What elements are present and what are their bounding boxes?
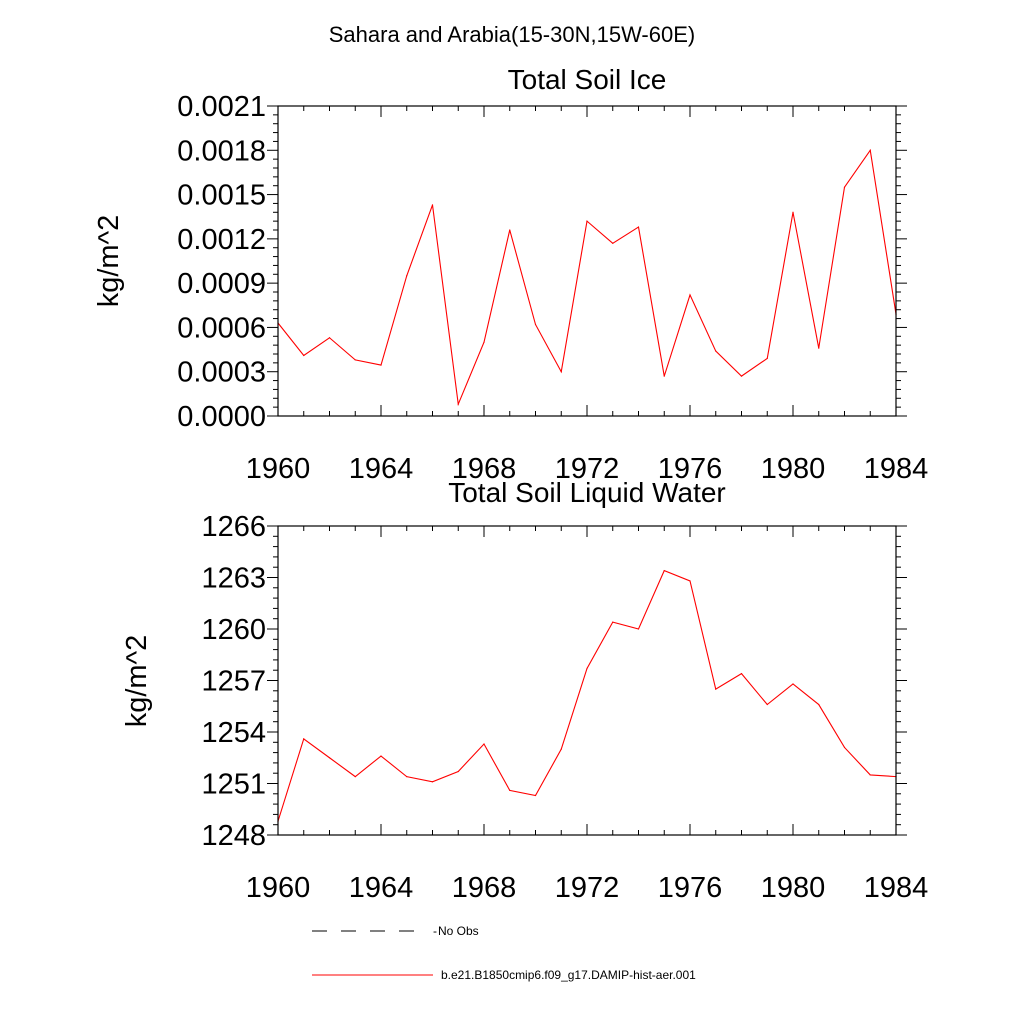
- y-tick-label: 1263: [201, 563, 266, 595]
- data-point: [406, 275, 408, 277]
- data-point: [843, 746, 846, 749]
- data-point: [303, 354, 305, 357]
- y-tick-label: 0.0006: [177, 312, 266, 344]
- data-point: [483, 341, 485, 343]
- axis-tick-labels: 1960 1964 1968 1972 1976 1980 1984 0.0000 0.0003…: [177, 91, 928, 485]
- data-point: [586, 667, 588, 670]
- y-tick-label: 1266: [201, 511, 266, 543]
- x-tick-label: 1972: [555, 453, 620, 485]
- data-point: [457, 403, 459, 405]
- plot-area: [277, 569, 897, 822]
- series-line: [277, 148, 897, 407]
- data-point: [303, 738, 305, 740]
- data-point: [715, 350, 717, 352]
- y-tick-label: 0.0015: [177, 180, 266, 212]
- data-point: [740, 673, 743, 675]
- data-point: [560, 748, 562, 750]
- axis-ticks: [267, 525, 907, 836]
- y-tick-label: 0.0003: [177, 357, 266, 389]
- y-tick-label: 1257: [201, 666, 266, 698]
- data-point: [792, 683, 794, 685]
- data-point: [380, 364, 382, 366]
- data-point: [766, 357, 768, 360]
- legend: No Obs - b.e21.B1850cmip6.f09_g17.DAMIP-…: [312, 924, 696, 982]
- data-point: [637, 628, 640, 630]
- legend-label-model: b.e21.B1850cmip6.f09_g17.DAMIP-hist-aer.…: [441, 968, 696, 982]
- x-tick-label: 1964: [349, 453, 414, 485]
- figure-suptitle: Sahara and Arabia(15-30N,15W-60E): [329, 22, 695, 47]
- plot-frame: [277, 525, 897, 836]
- x-tick-label: 1968: [452, 872, 517, 904]
- data-point: [328, 757, 331, 759]
- data-point: [483, 743, 485, 745]
- series-line: [277, 569, 897, 822]
- x-tick-label: 1964: [349, 872, 414, 904]
- x-tick-label: 1960: [246, 453, 311, 485]
- data-point: [560, 371, 562, 373]
- y-tick-label: 0.0012: [177, 224, 266, 256]
- panel-title: Total Soil Ice: [508, 64, 667, 95]
- data-point: [509, 789, 511, 791]
- panel-total-soil-ice: Total Soil Ice kg/m^2 1960 1964 1968 1972 19…: [93, 64, 928, 485]
- data-point: [328, 337, 331, 339]
- data-point: [818, 703, 820, 706]
- data-point: [869, 149, 871, 151]
- x-tick-label: 1968: [452, 453, 517, 485]
- data-point: [457, 770, 459, 773]
- legend-label-no-obs: No Obs: [438, 924, 479, 938]
- data-point: [406, 776, 408, 778]
- panel-total-soil-liquid-water: Total Soil Liquid Water kg/m^2 1960 1964 1…: [121, 477, 928, 904]
- data-point: [689, 294, 691, 296]
- legend-dash-glyph: -: [433, 924, 437, 938]
- axis-ticks: [267, 105, 907, 417]
- y-axis-label: kg/m^2: [121, 635, 153, 728]
- y-tick-label: 0.0009: [177, 268, 266, 300]
- data-point: [534, 794, 537, 797]
- axis-tick-labels: 1960 1964 1968 1972 1976 1980 1984 1248 1251 1254…: [201, 511, 928, 904]
- plot-frame: [277, 105, 897, 417]
- y-tick-label: 0.0000: [177, 401, 266, 433]
- data-point: [534, 323, 537, 326]
- data-point: [586, 220, 588, 222]
- x-tick-label: 1980: [761, 453, 826, 485]
- y-tick-label: 1260: [201, 614, 266, 646]
- y-tick-label: 1254: [201, 717, 266, 749]
- data-point: [715, 688, 717, 690]
- data-point: [663, 375, 665, 377]
- data-point: [689, 580, 691, 582]
- x-tick-label: 1984: [864, 872, 929, 904]
- data-point: [740, 375, 743, 377]
- data-point: [612, 242, 614, 244]
- y-tick-label: 1251: [201, 769, 266, 801]
- y-tick-label: 0.0018: [177, 135, 266, 167]
- x-tick-label: 1960: [246, 872, 311, 904]
- data-point: [843, 186, 846, 188]
- data-point: [792, 211, 794, 213]
- y-tick-label: 0.0021: [177, 91, 266, 123]
- data-point: [431, 204, 434, 206]
- data-point: [637, 226, 640, 228]
- y-tick-label: 1248: [201, 820, 266, 852]
- data-point: [766, 703, 768, 706]
- panel-title: Total Soil Liquid Water: [448, 477, 726, 508]
- x-tick-label: 1984: [864, 453, 929, 485]
- data-point: [380, 755, 382, 757]
- data-point: [663, 570, 665, 572]
- data-point: [818, 347, 820, 349]
- x-tick-label: 1976: [658, 872, 723, 904]
- x-tick-label: 1972: [555, 872, 620, 904]
- plot-area: [277, 148, 897, 407]
- data-point: [354, 359, 356, 361]
- data-point: [869, 774, 871, 776]
- data-point: [354, 776, 356, 778]
- data-point: [612, 621, 614, 623]
- x-tick-label: 1976: [658, 453, 723, 485]
- data-point: [431, 781, 434, 783]
- x-tick-label: 1980: [761, 872, 826, 904]
- y-axis-label: kg/m^2: [93, 215, 125, 308]
- data-point: [509, 229, 511, 231]
